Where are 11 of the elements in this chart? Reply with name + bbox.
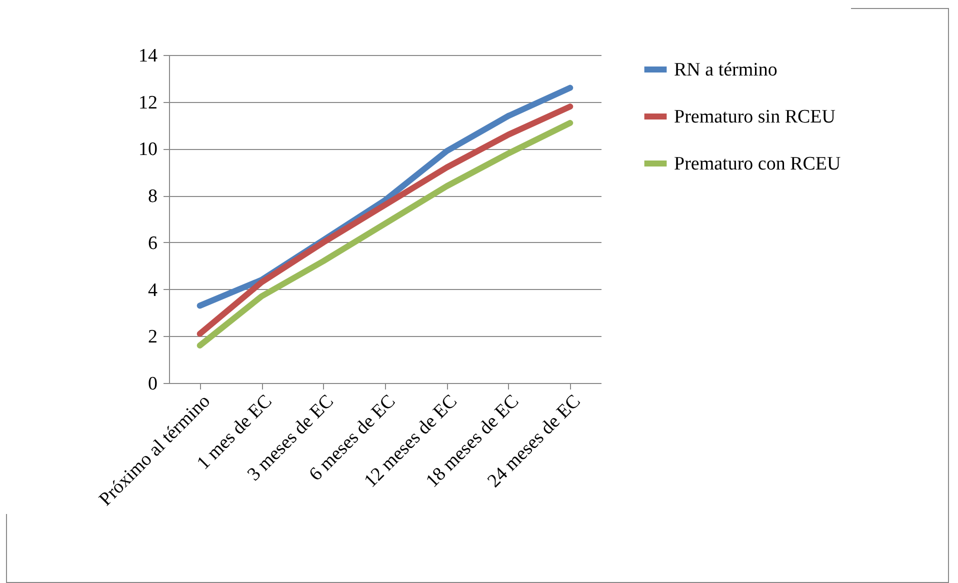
legend-label: Prematuro con RCEU <box>674 154 842 174</box>
y-tick-label: 0 <box>148 374 158 394</box>
y-tick-label: 12 <box>138 92 158 114</box>
y-tick-label: 8 <box>148 186 158 208</box>
y-tick-label: 4 <box>148 280 158 301</box>
y-tick-label: 14 <box>138 46 158 66</box>
legend-label: Prematuro sin RCEU <box>674 106 836 128</box>
y-tick-label: 10 <box>138 139 158 160</box>
y-tick-label: 6 <box>148 232 158 254</box>
legend-label: RN a término <box>674 60 778 80</box>
y-tick-label: 2 <box>148 326 158 348</box>
